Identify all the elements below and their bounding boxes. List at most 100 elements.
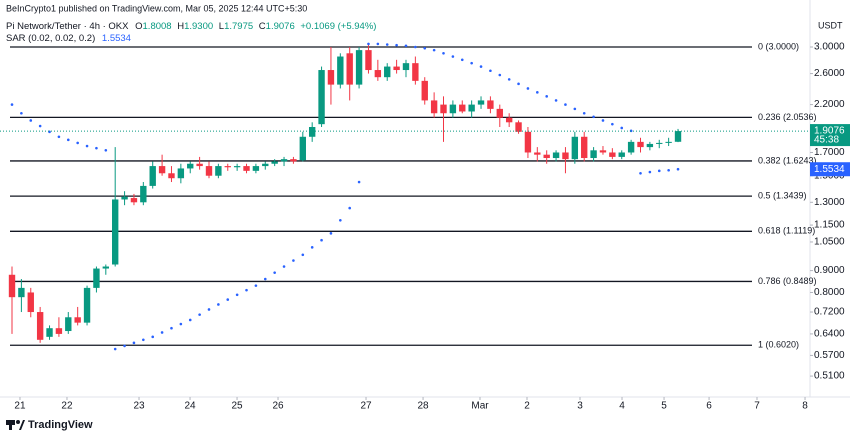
candle-body — [524, 131, 532, 153]
sar-dot — [301, 253, 305, 257]
sar-dot — [226, 298, 230, 301]
sar-dot — [66, 138, 70, 142]
y-tick-label: 2.6000 — [814, 68, 845, 79]
sar-dot — [423, 46, 427, 50]
candle-body — [440, 104, 447, 114]
x-tick-label: 3 — [577, 401, 583, 412]
candle-body — [262, 163, 269, 167]
sar-dot — [526, 87, 530, 90]
sar-dot — [38, 124, 42, 128]
sar-price-label: 1.5534 — [814, 164, 845, 175]
sar-dot — [188, 318, 192, 322]
y-tick-label: 0.7200 — [814, 307, 845, 318]
sar-dot — [554, 99, 558, 102]
countdown: 45:38 — [814, 135, 839, 146]
candle-body — [477, 100, 485, 105]
sar-dot — [385, 43, 389, 46]
sar-dot — [639, 171, 642, 175]
candle-body — [618, 152, 625, 157]
last-price-box — [810, 124, 850, 147]
sar-dot — [76, 141, 79, 145]
sar-dot — [404, 44, 408, 48]
legend-change: +0.1069 (+5.94%) — [300, 21, 376, 32]
brand: TradingView — [6, 419, 93, 431]
candle-body — [505, 117, 513, 123]
candle-body — [656, 142, 663, 144]
sar-dot — [310, 246, 314, 249]
sar-dot — [10, 103, 14, 106]
sar-dot — [348, 206, 352, 210]
sar-dot — [104, 149, 108, 152]
candle-body — [337, 56, 344, 85]
sar-dot — [95, 146, 98, 150]
candle-body — [430, 100, 438, 114]
publisher: BeInCrypto1 published on TradingView.com… — [6, 3, 307, 13]
y-tick-label: 1.3000 — [814, 197, 845, 208]
sar-dot — [132, 341, 136, 345]
candle-body — [215, 166, 222, 176]
sar-dot — [470, 61, 473, 65]
candle-body — [384, 66, 391, 78]
candle-body — [168, 173, 175, 179]
sar-dot — [160, 331, 164, 334]
sar-dot — [292, 259, 295, 262]
candle-body — [93, 268, 100, 288]
candle-body — [27, 292, 34, 313]
candle-body — [393, 66, 400, 71]
sar-dot — [113, 347, 117, 351]
candle-body — [18, 287, 25, 298]
candle-body — [290, 159, 297, 162]
candle-body — [534, 152, 541, 155]
candle-body — [140, 185, 147, 203]
y-tick-label: 0.8000 — [814, 287, 845, 298]
y-tick-label: 0.9000 — [814, 265, 845, 276]
ohlc-legend: Pi Network/Tether · 4h · OKX O1.8008 H1.… — [6, 21, 376, 32]
x-tick-label: 27 — [360, 401, 372, 412]
sar-dot — [320, 238, 323, 242]
fib-label: 0.786 (0.8489) — [758, 276, 817, 286]
sar-dot — [339, 218, 342, 222]
candle-body — [590, 150, 597, 159]
candle-body — [271, 161, 278, 164]
candle-body — [552, 152, 560, 159]
candle-body — [55, 328, 63, 334]
sar-dot — [489, 69, 492, 73]
sar-dot — [263, 277, 267, 281]
logo-part — [19, 420, 25, 430]
sar-dot — [592, 115, 595, 119]
x-tick-label: 4 — [619, 401, 625, 412]
sar-dot — [498, 73, 502, 77]
sar-dot — [667, 168, 670, 172]
candle-body — [646, 143, 654, 148]
candle-body — [177, 168, 185, 179]
candle-body — [402, 63, 410, 71]
sar-dot — [57, 135, 61, 139]
candle-body — [149, 166, 156, 186]
candle-body — [65, 317, 72, 332]
sar-dot — [395, 43, 398, 47]
sar-dot — [545, 95, 548, 98]
fib-label: 0.236 (2.0536) — [758, 112, 817, 122]
sar-dot — [507, 78, 511, 81]
y-tick-label: 1.1500 — [814, 220, 845, 231]
sar-dot — [657, 169, 661, 173]
sar-dot — [282, 265, 286, 268]
candle-body — [158, 166, 166, 174]
indicator-legend: SAR (0.02, 0.02, 0.2) 1.5534 — [6, 33, 131, 44]
x-tick-label: 23 — [133, 401, 145, 412]
logo-part — [16, 420, 20, 424]
sar-dot — [254, 284, 258, 287]
candle-body — [449, 104, 457, 114]
candle-body — [665, 141, 672, 143]
sar-dot — [564, 103, 567, 106]
candle-body — [562, 152, 569, 160]
candle-body — [327, 70, 335, 85]
sar-dot — [179, 322, 183, 326]
legend-prefix: C — [259, 21, 266, 32]
sar-dot — [376, 42, 380, 46]
x-tick-label: 24 — [184, 401, 196, 412]
x-tick-label: 6 — [706, 401, 712, 412]
x-tick-label: 25 — [231, 401, 243, 412]
legend-value: 1.8008 — [143, 21, 172, 32]
